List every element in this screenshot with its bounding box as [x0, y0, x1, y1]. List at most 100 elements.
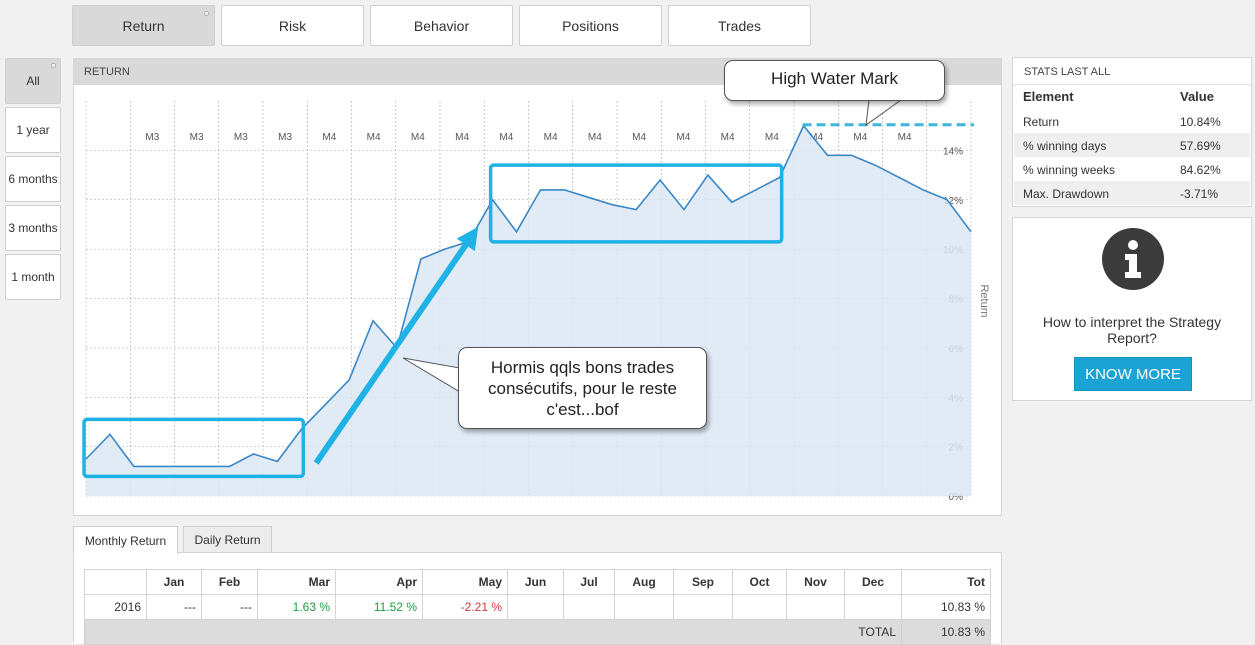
high-water-mark-text: High Water Mark [771, 69, 898, 88]
table-cell [615, 595, 674, 620]
know-more-button[interactable]: KNOW MORE [1074, 357, 1192, 391]
column-header: Mar [258, 570, 336, 595]
table-cell: --- [202, 595, 258, 620]
total-label: TOTAL [85, 620, 902, 645]
info-text: How to interpret the Strategy Report? [1023, 314, 1241, 346]
table-header-row: Jan Feb Mar Apr May Jun Jul Aug Sep Oct … [85, 570, 991, 595]
table-total-row: TOTAL 10.83 % [85, 620, 991, 645]
tab-risk-label: Risk [279, 18, 306, 34]
stats-value: 84.62% [1180, 163, 1221, 177]
x-tick-label: M4 [499, 132, 513, 143]
x-tick-label: M3 [145, 132, 159, 143]
stats-title: STATS LAST ALL [1013, 58, 1251, 85]
tab-risk[interactable]: Risk [221, 5, 364, 46]
stats-row-max-drawdown: Max. Drawdown -3.71% [1014, 181, 1250, 205]
period-1-year-label: 1 year [16, 123, 49, 137]
stats-element: Max. Drawdown [1023, 187, 1109, 201]
column-header: Tot [902, 570, 991, 595]
period-6-months-button[interactable]: 6 months [5, 156, 61, 202]
table-cell: 10.83 % [902, 595, 991, 620]
period-6-months-label: 6 months [8, 172, 57, 186]
stats-row-return: Return 10.84% [1014, 109, 1250, 133]
column-header: Jul [564, 570, 615, 595]
table-cell: 11.52 % [336, 595, 423, 620]
column-header: Feb [202, 570, 258, 595]
table-cell [845, 595, 902, 620]
table-cell [508, 595, 564, 620]
period-all-button[interactable]: All [5, 58, 61, 104]
column-header: Apr [336, 570, 423, 595]
stats-element: % winning days [1023, 139, 1106, 153]
active-dot-icon [204, 11, 209, 16]
table-cell: 1.63 % [258, 595, 336, 620]
table-cell: --- [147, 595, 202, 620]
x-tick-label: M4 [765, 132, 779, 143]
tab-return-label: Return [122, 18, 164, 34]
note-line: c'est...bof [459, 399, 706, 420]
stats-header-element: Element [1023, 89, 1074, 104]
column-header: Sep [674, 570, 733, 595]
table-cell [674, 595, 733, 620]
table-cell [564, 595, 615, 620]
period-1-year-button[interactable]: 1 year [5, 107, 61, 153]
tab-trades[interactable]: Trades [668, 5, 811, 46]
column-header: May [423, 570, 508, 595]
x-tick-label: M4 [853, 132, 867, 143]
x-tick-label: M4 [898, 132, 912, 143]
monthly-return-table: Jan Feb Mar Apr May Jun Jul Aug Sep Oct … [84, 569, 991, 645]
tab-positions[interactable]: Positions [519, 5, 662, 46]
tab-monthly-return[interactable]: Monthly Return [73, 526, 178, 554]
x-tick-label: M4 [721, 132, 735, 143]
table-cell [733, 595, 787, 620]
info-panel: How to interpret the Strategy Report? KN… [1012, 217, 1252, 401]
column-header [85, 570, 147, 595]
column-header: Jan [147, 570, 202, 595]
x-tick-label: M4 [322, 132, 336, 143]
x-tick-label: M3 [278, 132, 292, 143]
column-header: Dec [845, 570, 902, 595]
tab-behavior[interactable]: Behavior [370, 5, 513, 46]
info-icon [1102, 228, 1164, 290]
tab-daily-return[interactable]: Daily Return [183, 526, 272, 553]
stats-row-winning-days: % winning days 57.69% [1014, 133, 1250, 157]
x-tick-label: M4 [367, 132, 381, 143]
stats-panel: STATS LAST ALL Element Value Return 10.8… [1012, 57, 1252, 207]
note-line: consécutifs, pour le reste [459, 378, 706, 399]
table-cell: 2016 [85, 595, 147, 620]
column-header: Aug [615, 570, 674, 595]
x-tick-label: M4 [455, 132, 469, 143]
tab-trades-label: Trades [718, 18, 761, 34]
y-tick-label: 14% [943, 146, 963, 157]
column-header: Jun [508, 570, 564, 595]
active-dot-icon [51, 63, 56, 68]
stats-value: -3.71% [1180, 187, 1218, 201]
y-axis-label: Return [978, 284, 990, 317]
total-value: 10.83 % [902, 620, 991, 645]
column-header: Nov [787, 570, 845, 595]
table-row: 2016 --- --- 1.63 % 11.52 % -2.21 % 10.8… [85, 595, 991, 620]
tab-positions-label: Positions [562, 18, 619, 34]
x-tick-label: M4 [544, 132, 558, 143]
x-tick-label: M4 [411, 132, 425, 143]
stats-value: 57.69% [1180, 139, 1221, 153]
return-chart[interactable]: 0%2%4%6%8%10%12%14%ReturnM3M3M3M3M4M4M4M… [74, 59, 1001, 515]
tab-behavior-label: Behavior [414, 18, 469, 34]
x-tick-label: M3 [190, 132, 204, 143]
period-all-label: All [26, 74, 39, 88]
note-callout: Hormis qqls bons trades consécutifs, pou… [458, 347, 707, 429]
stats-row-winning-weeks: % winning weeks 84.62% [1014, 157, 1250, 181]
stats-header-value: Value [1180, 89, 1214, 104]
monthly-return-panel: Jan Feb Mar Apr May Jun Jul Aug Sep Oct … [73, 552, 1002, 643]
table-cell [787, 595, 845, 620]
return-chart-panel: RETURN 0%2%4%6%8%10%12%14%ReturnM3M3M3M3… [73, 58, 1002, 516]
period-1-month-label: 1 month [11, 270, 54, 284]
column-header: Oct [733, 570, 787, 595]
note-line: Hormis qqls bons trades [459, 357, 706, 378]
x-tick-label: M3 [234, 132, 248, 143]
tab-return[interactable]: Return [72, 5, 215, 46]
period-3-months-button[interactable]: 3 months [5, 205, 61, 251]
period-1-month-button[interactable]: 1 month [5, 254, 61, 300]
stats-element: Return [1023, 115, 1059, 129]
stats-element: % winning weeks [1023, 163, 1115, 177]
table-cell: -2.21 % [423, 595, 508, 620]
